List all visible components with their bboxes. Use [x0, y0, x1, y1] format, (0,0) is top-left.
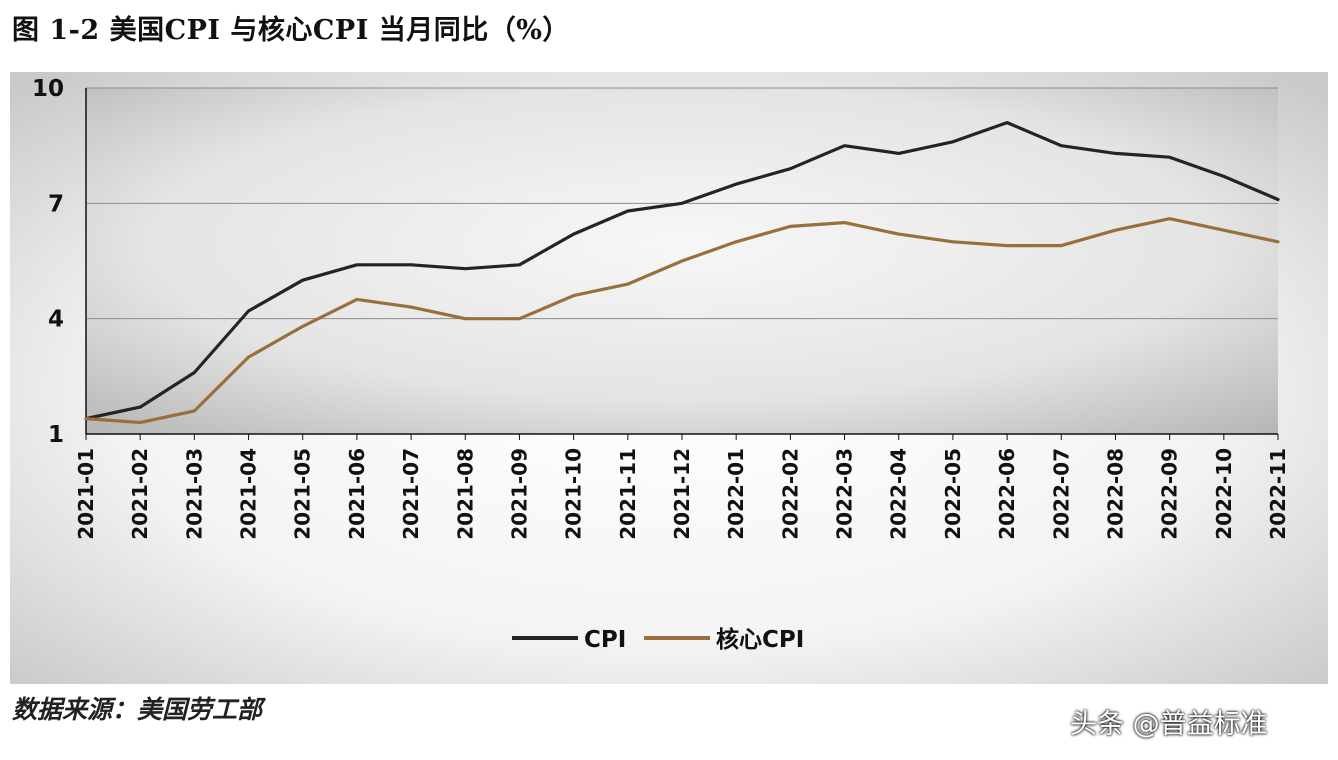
x-tick-2021-10: 2021-10	[562, 448, 586, 540]
x-tick-2022-08: 2022-08	[1103, 448, 1127, 540]
y-tick-7: 7	[48, 191, 64, 217]
watermark: 头条 @普益标准	[1070, 709, 1268, 740]
x-tick-2021-06: 2021-06	[345, 448, 369, 540]
y-tick-4: 4	[48, 307, 64, 333]
x-tick-2022-09: 2022-09	[1158, 448, 1182, 540]
x-tick-labels: 2021-01 2021-02 2021-03 2021-04 2021-05 2021-…	[74, 434, 1290, 540]
legend-label-cpi: CPI	[584, 627, 626, 653]
y-tick-1: 1	[48, 422, 64, 448]
figure-title: 图 1-2 美国CPI 与核心CPI 当月同比（%）	[12, 15, 570, 46]
y-tick-10: 10	[32, 76, 64, 102]
x-tick-2021-09: 2021-09	[507, 448, 531, 540]
series-lines	[84, 120, 1280, 425]
x-tick-2022-06: 2022-06	[995, 448, 1019, 540]
x-tick-2022-01: 2022-01	[724, 448, 748, 540]
x-tick-2021-11: 2021-11	[616, 448, 640, 540]
x-tick-2022-10: 2022-10	[1212, 448, 1236, 540]
x-tick-2022-02: 2022-02	[778, 448, 802, 540]
x-tick-2021-02: 2021-02	[128, 448, 152, 540]
x-tick-2021-03: 2021-03	[182, 448, 206, 540]
source-note: 数据来源：美国劳工部	[12, 695, 263, 724]
x-tick-2021-12: 2021-12	[670, 448, 694, 540]
x-tick-2022-11: 2022-11	[1266, 448, 1290, 540]
legend: CPI 核心CPI	[512, 626, 804, 653]
x-tick-2021-08: 2021-08	[453, 448, 477, 540]
series-line-cpi	[84, 120, 1280, 421]
x-tick-2022-05: 2022-05	[941, 448, 965, 540]
x-tick-2021-07: 2021-07	[399, 448, 423, 540]
x-tick-2022-03: 2022-03	[833, 448, 857, 540]
x-tick-2022-04: 2022-04	[887, 448, 911, 540]
x-tick-2021-04: 2021-04	[237, 448, 261, 540]
series-line-core-cpi	[84, 217, 1280, 425]
y-tick-labels: 1 4 7 10	[32, 76, 64, 448]
legend-label-core-cpi: 核心CPI	[716, 626, 804, 653]
x-tick-2021-01: 2021-01	[74, 448, 98, 540]
x-tick-2022-07: 2022-07	[1049, 448, 1073, 540]
x-tick-2021-05: 2021-05	[291, 448, 315, 540]
